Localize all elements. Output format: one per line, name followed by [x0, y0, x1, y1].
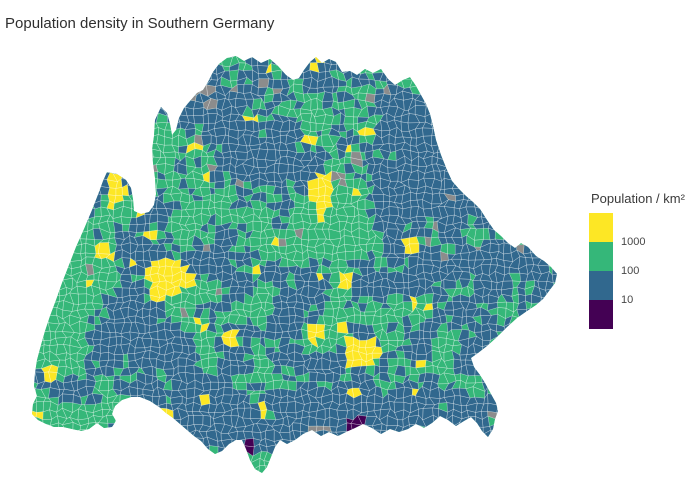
- municipality-cells-high: [32, 56, 434, 420]
- municipality-cells-na: [85, 78, 525, 433]
- chart-title: Population density in Southern Germany: [5, 15, 275, 32]
- municipality-cells: [32, 56, 557, 473]
